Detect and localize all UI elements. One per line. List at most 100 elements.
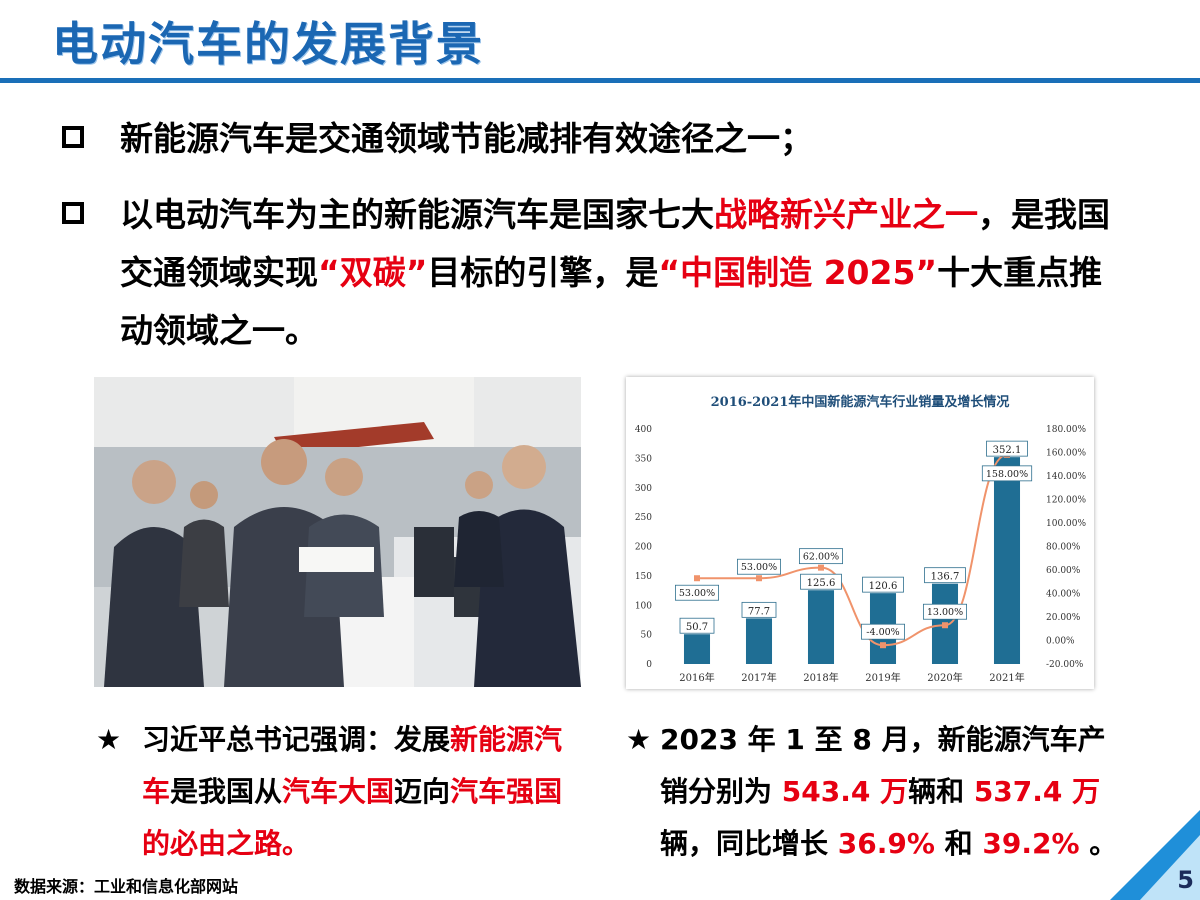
- growth-value-box: [737, 558, 782, 575]
- growth-point: [942, 622, 948, 629]
- corner-decoration: [1110, 810, 1200, 900]
- bullet-2-run: 以电动汽车为主的新能源汽车是国家七大: [120, 195, 714, 234]
- quote-right-run: 。: [1079, 827, 1118, 860]
- quote-right-highlight: 543.4 万: [781, 775, 909, 808]
- bar: [683, 634, 711, 664]
- bar-value-label: 352.1: [993, 445, 1022, 456]
- quote-left-run: 迈向: [394, 775, 451, 808]
- y2-tick-label: 140.00%: [1046, 472, 1086, 482]
- quote-right-run: 辆和: [908, 775, 974, 808]
- y-tick-label: 150: [635, 572, 652, 582]
- y-tick-label: 300: [635, 484, 652, 494]
- bullet-2-run: 十大重点推动领域之一。: [120, 253, 1103, 350]
- bar-value-label: 50.7: [686, 622, 708, 633]
- quote-right-highlight: 36.9%: [837, 827, 935, 860]
- bullet-2-highlight: 战略新兴产业之一: [714, 195, 978, 234]
- quote-right-highlight: 39.2%: [982, 827, 1080, 860]
- bullet-1-run: 新能源汽车是交通领域节能减排有效途径之一；: [120, 119, 813, 158]
- y2-tick-label: 100.00%: [1046, 519, 1086, 529]
- bullet-2-highlight: “中国制造 2025”: [658, 253, 938, 292]
- quote-left-highlight: 汽车强国的必由之路。: [142, 775, 563, 860]
- x-tick-label: 2019年: [865, 671, 900, 684]
- growth-point: [880, 642, 886, 649]
- x-tick-label: 2016年: [679, 671, 714, 684]
- x-tick-label: 2017年: [741, 671, 776, 684]
- sales-growth-chart: 2016-2021年中国新能源汽车行业销量及增长情况 400 350 300 250 2…: [626, 377, 1094, 689]
- y2-tick-label: 120.00%: [1046, 496, 1086, 506]
- y2-tick-label: 0.00%: [1046, 637, 1075, 647]
- growth-point: [818, 564, 824, 571]
- x-tick-label: 2018年: [803, 671, 838, 684]
- y2-tick-label: 180.00%: [1046, 425, 1086, 435]
- growth-value-box: [922, 603, 967, 620]
- bar: [807, 590, 835, 664]
- slide-title: 电动汽车的发展背景: [52, 17, 484, 71]
- quote-right-star: ★: [626, 723, 652, 756]
- bar: [745, 618, 773, 664]
- growth-value-box: [981, 465, 1033, 482]
- y2-tick-label: 60.00%: [1046, 566, 1081, 576]
- page-number: 5: [1177, 866, 1194, 894]
- growth-value-box: [675, 584, 720, 601]
- y2-tick-label: 80.00%: [1046, 543, 1081, 553]
- title-underline: [0, 78, 1200, 83]
- quote-right-highlight: 537.4 万: [973, 775, 1101, 808]
- bullet-2-highlight: “双碳”: [318, 253, 428, 292]
- quote-right-run: 和: [934, 827, 983, 860]
- y-tick-label: 0: [646, 660, 652, 670]
- quote-left: 习近平总书记强调：发展新能源汽车是我国从汽车大国迈向汽车强国的必由之路。: [142, 714, 582, 870]
- bar-value-box: [800, 573, 842, 590]
- bullet-2-run: 目标的引擎，是: [427, 253, 659, 292]
- bar-value-box: [986, 440, 1028, 457]
- growth-value-box: [860, 623, 905, 640]
- square-bullet-icon: [62, 202, 84, 224]
- bar-value-box: [741, 601, 777, 618]
- growth-value-box: [798, 548, 843, 565]
- bullet-1-text: 新能源汽车是交通领域节能减排有效途径之一；: [120, 110, 1130, 168]
- y-tick-label: 250: [635, 513, 652, 523]
- growth-value-label: 158.00%: [986, 469, 1028, 480]
- square-bullet-icon: [62, 126, 84, 148]
- y-tick-label: 50: [641, 631, 653, 641]
- x-tick-label: 2020年: [927, 671, 962, 684]
- bullet-2-text: 以电动汽车为主的新能源汽车是国家七大战略新兴产业之一，是我国交通领域实现“双碳”…: [120, 186, 1130, 360]
- bar: [993, 457, 1021, 664]
- quote-left-run: 习近平总书记强调：发展: [142, 723, 451, 756]
- bar-value-label: 136.7: [931, 572, 960, 583]
- growth-point: [756, 575, 762, 582]
- y-tick-label: 400: [635, 425, 652, 435]
- bar-value-label: 77.7: [748, 606, 770, 617]
- growth-value-label: 13.00%: [927, 607, 963, 618]
- y2-tick-label: 160.00%: [1046, 449, 1086, 459]
- quote-right-run: 辆，同比增长: [660, 827, 838, 860]
- bar-value-label: 120.6: [869, 581, 898, 592]
- bar-value-label: 125.6: [807, 578, 836, 589]
- growth-value-label: 53.00%: [679, 588, 715, 599]
- y-tick-label: 200: [635, 543, 652, 553]
- growth-value-label: -4.00%: [866, 627, 899, 638]
- quote-left-highlight: 新能源汽车: [142, 723, 563, 808]
- y2-tick-label: -20.00%: [1046, 660, 1084, 670]
- quote-left-star: ★: [96, 723, 122, 756]
- chart-title: 2016-2021年中国新能源汽车行业销量及增长情况: [710, 395, 1010, 410]
- growth-value-label: 53.00%: [741, 562, 777, 573]
- quote-left-run: 是我国从: [170, 775, 283, 808]
- bullet-2-run: ，是我国交通领域实现: [120, 195, 1110, 292]
- visit-photo: [94, 377, 581, 687]
- y-tick-label: 100: [635, 601, 652, 611]
- quote-right: 2023 年 1 至 8 月，新能源汽车产销分别为 543.4 万辆和 537.…: [660, 714, 1130, 870]
- bar-value-box: [924, 567, 966, 584]
- visit-photo-image: [94, 377, 581, 687]
- y2-tick-label: 40.00%: [1046, 590, 1081, 600]
- bar-value-box: [862, 576, 904, 593]
- x-tick-label: 2021年: [989, 671, 1024, 684]
- y-tick-label: 350: [635, 454, 652, 464]
- quote-left-highlight: 汽车大国: [282, 775, 395, 808]
- y2-tick-label: 20.00%: [1046, 613, 1081, 623]
- growth-value-label: 62.00%: [803, 552, 839, 563]
- quote-right-run: 2023 年 1 至 8 月，新能源汽车产销分别为: [660, 723, 1106, 808]
- bar-value-box: [679, 617, 715, 634]
- chart-plot: 400 350 300 250 200 150 100 50 0 180.00% 160.00% 14…: [635, 425, 1087, 684]
- data-source: 数据来源：工业和信息化部网站: [14, 877, 239, 896]
- growth-point: [694, 575, 700, 582]
